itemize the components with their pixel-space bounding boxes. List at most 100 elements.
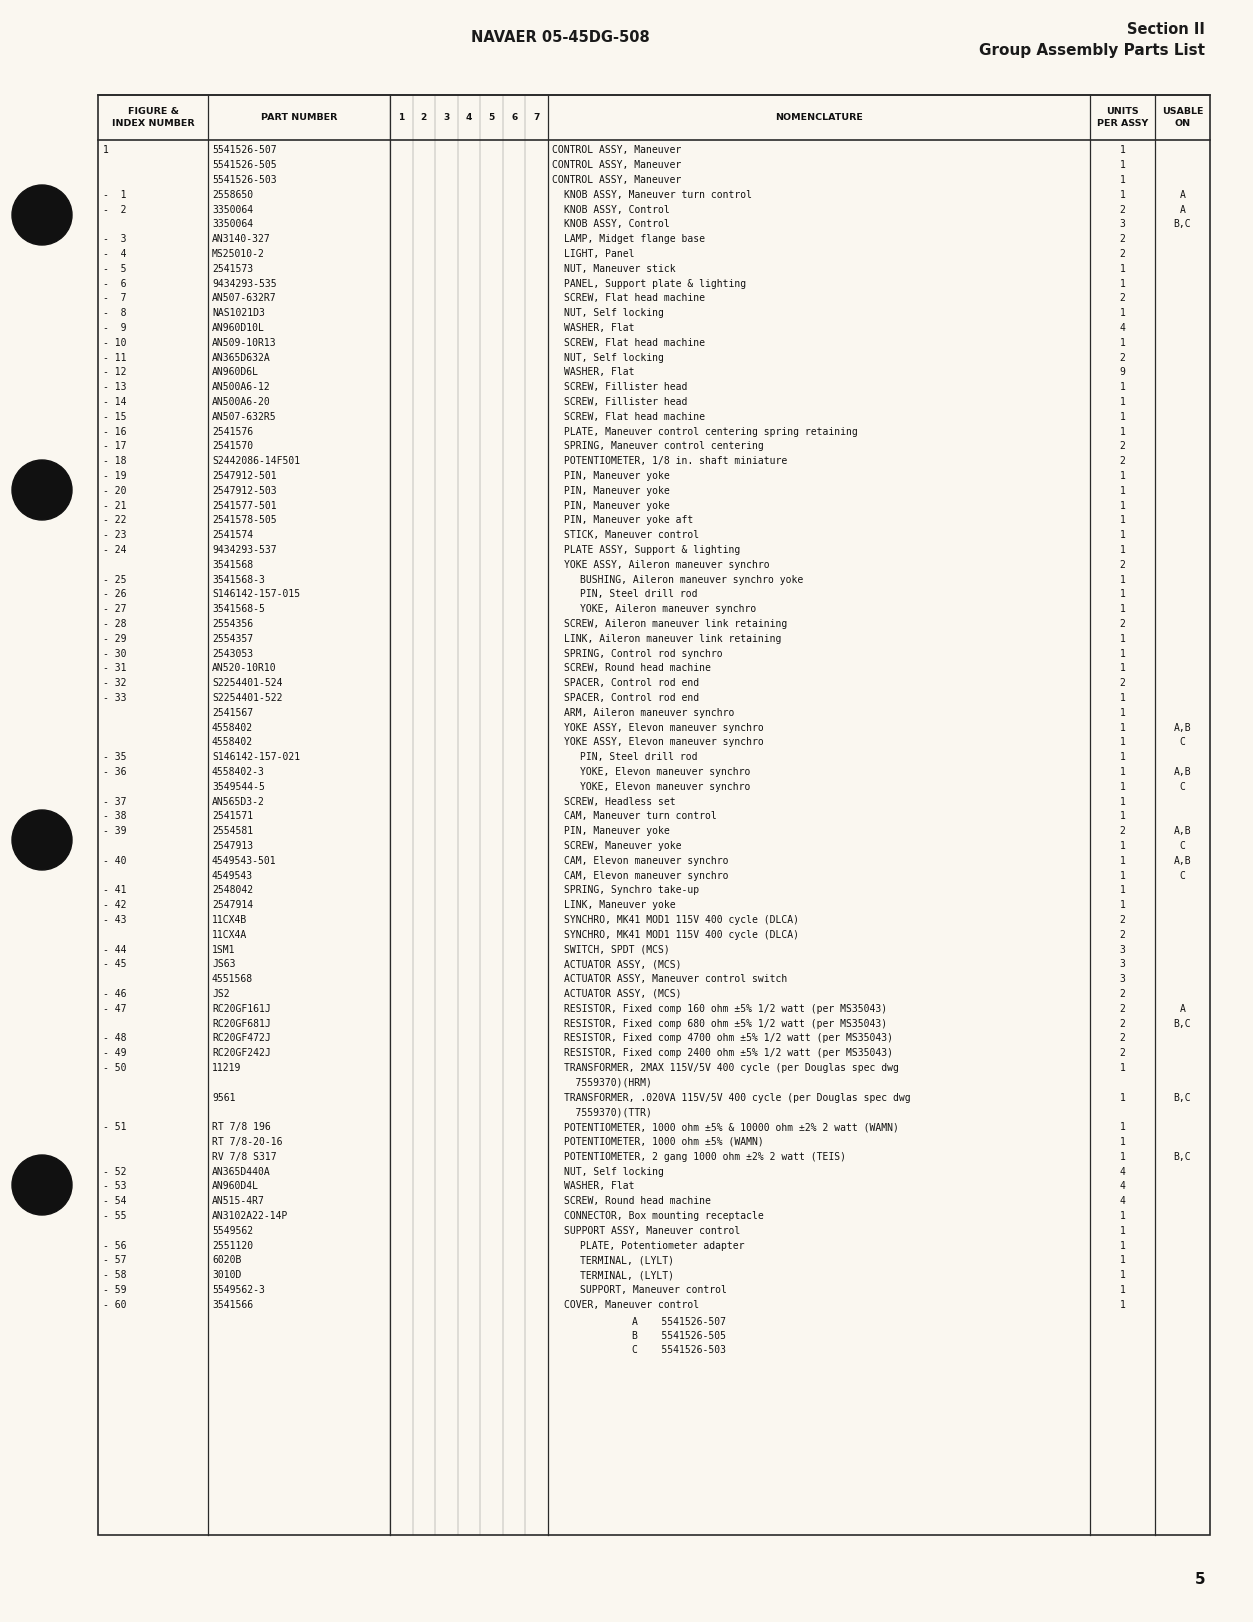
Text: 1: 1 bbox=[1120, 856, 1125, 866]
Text: 1: 1 bbox=[1120, 1299, 1125, 1311]
Text: AN960D6L: AN960D6L bbox=[212, 368, 259, 378]
Text: S146142-157-021: S146142-157-021 bbox=[212, 753, 301, 762]
Text: 1: 1 bbox=[1120, 337, 1125, 347]
Text: NUT, Self locking: NUT, Self locking bbox=[564, 1166, 664, 1176]
Text: S2442086-14F501: S2442086-14F501 bbox=[212, 456, 301, 466]
Text: - 14: - 14 bbox=[103, 397, 127, 407]
Text: 1: 1 bbox=[1120, 840, 1125, 852]
Text: 2548042: 2548042 bbox=[212, 886, 253, 895]
Text: - 39: - 39 bbox=[103, 826, 127, 837]
Text: - 36: - 36 bbox=[103, 767, 127, 777]
Text: 5: 5 bbox=[489, 114, 495, 122]
Text: 2: 2 bbox=[1120, 294, 1125, 303]
Text: SCREW, Round head machine: SCREW, Round head machine bbox=[564, 1195, 710, 1207]
Text: SUPPORT ASSY, Maneuver control: SUPPORT ASSY, Maneuver control bbox=[564, 1226, 741, 1236]
Text: 11CX4B: 11CX4B bbox=[212, 915, 247, 925]
Text: PART NUMBER: PART NUMBER bbox=[261, 114, 337, 122]
Text: S2254401-522: S2254401-522 bbox=[212, 693, 282, 702]
Text: A: A bbox=[1179, 204, 1185, 214]
Text: AN3140-327: AN3140-327 bbox=[212, 234, 271, 245]
Text: 3350064: 3350064 bbox=[212, 219, 253, 229]
Text: - 15: - 15 bbox=[103, 412, 127, 422]
Text: - 16: - 16 bbox=[103, 427, 127, 436]
Text: - 19: - 19 bbox=[103, 470, 127, 482]
Text: 3350064: 3350064 bbox=[212, 204, 253, 214]
Text: B,C: B,C bbox=[1174, 1093, 1192, 1103]
Text: - 22: - 22 bbox=[103, 516, 127, 526]
Text: 2541573: 2541573 bbox=[212, 264, 253, 274]
Text: -  1: - 1 bbox=[103, 190, 127, 200]
Text: C: C bbox=[1179, 871, 1185, 881]
Text: -  2: - 2 bbox=[103, 204, 127, 214]
Text: PIN, Maneuver yoke: PIN, Maneuver yoke bbox=[564, 501, 670, 511]
Text: WASHER, Flat: WASHER, Flat bbox=[564, 368, 634, 378]
Text: NUT, Self locking: NUT, Self locking bbox=[564, 352, 664, 363]
Text: 2: 2 bbox=[1120, 204, 1125, 214]
Text: CONTROL ASSY, Maneuver: CONTROL ASSY, Maneuver bbox=[553, 175, 682, 185]
Text: 2541574: 2541574 bbox=[212, 530, 253, 540]
Text: 2: 2 bbox=[1120, 826, 1125, 837]
Text: 1: 1 bbox=[1120, 383, 1125, 393]
Text: AN515-4R7: AN515-4R7 bbox=[212, 1195, 264, 1207]
Text: - 35: - 35 bbox=[103, 753, 127, 762]
Text: - 59: - 59 bbox=[103, 1285, 127, 1294]
Text: YOKE, Aileron maneuver synchro: YOKE, Aileron maneuver synchro bbox=[580, 605, 757, 615]
Text: 5549562: 5549562 bbox=[212, 1226, 253, 1236]
Text: - 58: - 58 bbox=[103, 1270, 127, 1280]
Text: - 51: - 51 bbox=[103, 1122, 127, 1132]
Text: - 31: - 31 bbox=[103, 663, 127, 673]
Text: CAM, Elevon maneuver synchro: CAM, Elevon maneuver synchro bbox=[564, 871, 728, 881]
Text: - 38: - 38 bbox=[103, 811, 127, 821]
Text: 1: 1 bbox=[1120, 753, 1125, 762]
Text: 4: 4 bbox=[1120, 1166, 1125, 1176]
Circle shape bbox=[13, 809, 71, 869]
Text: POTENTIOMETER, 1/8 in. shaft miniature: POTENTIOMETER, 1/8 in. shaft miniature bbox=[564, 456, 787, 466]
Text: SUPPORT, Maneuver control: SUPPORT, Maneuver control bbox=[580, 1285, 727, 1294]
Text: 1: 1 bbox=[1120, 796, 1125, 806]
Bar bbox=[98, 96, 1210, 1534]
Text: MS25010-2: MS25010-2 bbox=[212, 250, 264, 260]
Text: 4: 4 bbox=[1120, 323, 1125, 333]
Text: - 10: - 10 bbox=[103, 337, 127, 347]
Text: NAVAER 05-45DG-508: NAVAER 05-45DG-508 bbox=[471, 31, 649, 45]
Text: AN565D3-2: AN565D3-2 bbox=[212, 796, 264, 806]
Text: RESISTOR, Fixed comp 160 ohm ±5% 1/2 watt (per MS35043): RESISTOR, Fixed comp 160 ohm ±5% 1/2 wat… bbox=[564, 1004, 887, 1014]
Text: B,C: B,C bbox=[1174, 1019, 1192, 1028]
Text: 4549543: 4549543 bbox=[212, 871, 253, 881]
Text: 1: 1 bbox=[1120, 487, 1125, 496]
Text: 1: 1 bbox=[1120, 1285, 1125, 1294]
Text: AN960D10L: AN960D10L bbox=[212, 323, 264, 333]
Text: - 28: - 28 bbox=[103, 620, 127, 629]
Text: 11CX4A: 11CX4A bbox=[212, 929, 247, 939]
Text: 5549562-3: 5549562-3 bbox=[212, 1285, 264, 1294]
Text: NOMENCLATURE: NOMENCLATURE bbox=[776, 114, 863, 122]
Text: - 41: - 41 bbox=[103, 886, 127, 895]
Text: 9: 9 bbox=[1120, 368, 1125, 378]
Text: 4558402: 4558402 bbox=[212, 738, 253, 748]
Text: C: C bbox=[1179, 782, 1185, 792]
Text: Section II: Section II bbox=[1128, 23, 1205, 37]
Text: S2254401-524: S2254401-524 bbox=[212, 678, 282, 688]
Text: - 53: - 53 bbox=[103, 1181, 127, 1192]
Text: -  4: - 4 bbox=[103, 250, 127, 260]
Text: - 30: - 30 bbox=[103, 649, 127, 659]
Text: 4549543-501: 4549543-501 bbox=[212, 856, 277, 866]
Text: C    5541526-503: C 5541526-503 bbox=[632, 1345, 725, 1356]
Text: 1: 1 bbox=[1120, 738, 1125, 748]
Text: 1: 1 bbox=[1120, 767, 1125, 777]
Text: PANEL, Support plate & lighting: PANEL, Support plate & lighting bbox=[564, 279, 746, 289]
Text: 2: 2 bbox=[1120, 250, 1125, 260]
Text: 6: 6 bbox=[511, 114, 517, 122]
Text: C: C bbox=[1179, 738, 1185, 748]
Text: 4: 4 bbox=[466, 114, 472, 122]
Text: 3: 3 bbox=[1120, 975, 1125, 985]
Text: - 48: - 48 bbox=[103, 1033, 127, 1043]
Text: 1: 1 bbox=[1120, 470, 1125, 482]
Text: A    5541526-507: A 5541526-507 bbox=[632, 1317, 725, 1327]
Text: PIN, Maneuver yoke aft: PIN, Maneuver yoke aft bbox=[564, 516, 693, 526]
Text: 5541526-503: 5541526-503 bbox=[212, 175, 277, 185]
Text: SCREW, Flat head machine: SCREW, Flat head machine bbox=[564, 294, 705, 303]
Text: 2: 2 bbox=[1120, 915, 1125, 925]
Text: 2: 2 bbox=[1120, 1004, 1125, 1014]
Text: 1: 1 bbox=[1120, 530, 1125, 540]
